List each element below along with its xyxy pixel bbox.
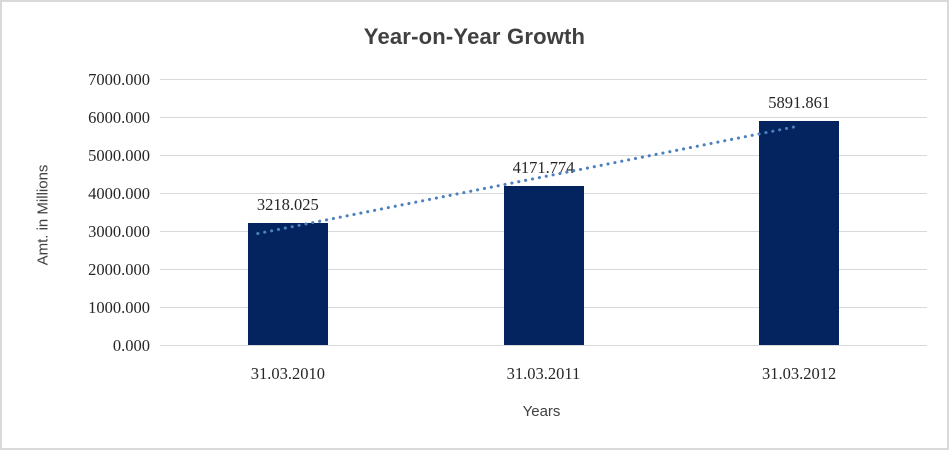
x-tick-label: 31.03.2011 [506,364,581,383]
bar-31.03.2011 [503,186,584,345]
y-tick-label: 2000.000 [88,260,150,279]
bar-31.03.2012 [759,121,840,345]
gridline [160,117,927,118]
y-tick-label: 5000.000 [88,146,150,165]
chart-title: Year-on-Year Growth [363,24,586,49]
bar-data-label: 3218.025 [256,194,319,214]
gridline [160,345,927,346]
y-tick-label: 7000.000 [88,70,150,89]
y-tick-label: 1000.000 [88,298,150,317]
y-tick-label: 0.000 [112,336,150,355]
window-left-edge [0,0,1,450]
y-axis-title: Amt. in Millions [34,164,52,266]
bar-31.03.2010 [247,222,328,345]
y-tick-label: 6000.000 [88,108,150,127]
x-axis-title: Years [522,403,561,420]
bar-data-label: 5891.861 [768,93,831,113]
y-tick-label: 4000.000 [88,184,150,203]
x-tick-label: 31.03.2012 [762,364,837,383]
x-tick-label: 31.03.2010 [250,364,325,383]
y-tick-label: 3000.000 [88,222,150,241]
bar-data-label: 4171.774 [512,158,575,178]
gridline [160,79,927,80]
